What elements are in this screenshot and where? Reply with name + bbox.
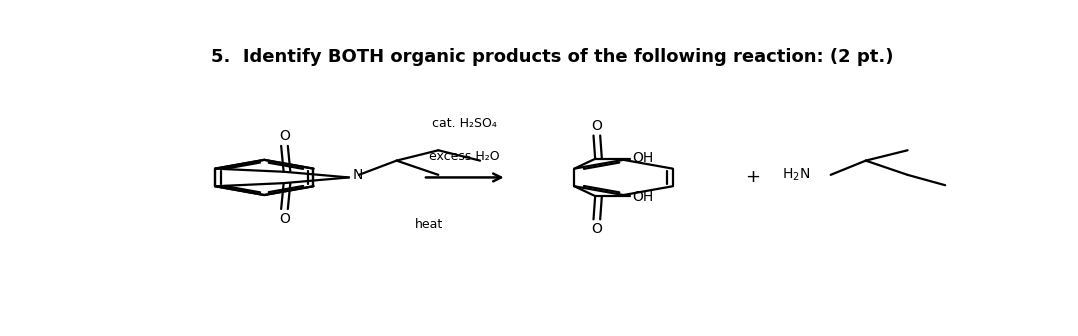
Text: 5.  Identify BOTH organic products of the following reaction: (2 pt.): 5. Identify BOTH organic products of the… [211, 48, 894, 66]
Text: O: O [279, 129, 290, 143]
Text: cat. H₂SO₄: cat. H₂SO₄ [432, 117, 497, 130]
Text: H$_2$N: H$_2$N [783, 167, 811, 183]
Text: excess H₂O: excess H₂O [429, 150, 500, 163]
Text: O: O [592, 119, 603, 133]
Text: OH: OH [632, 191, 653, 204]
Text: OH: OH [632, 151, 653, 165]
Text: O: O [592, 222, 603, 236]
Text: heat: heat [415, 217, 443, 230]
Text: N: N [354, 168, 363, 182]
Text: +: + [746, 168, 760, 186]
Text: O: O [279, 212, 290, 225]
